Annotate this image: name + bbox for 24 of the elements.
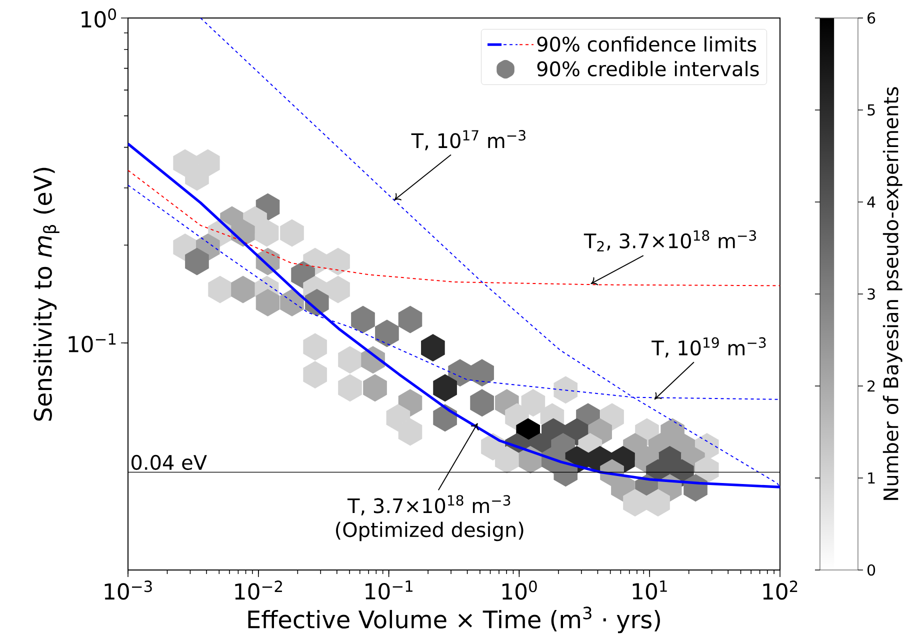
color-bar-label: 5 bbox=[868, 104, 875, 116]
x-tick-label: 10$^{−1}$ bbox=[366, 580, 412, 600]
annotation: T, 10$^{17}$ m$^{−3}$ bbox=[411, 130, 526, 150]
annotation: T, 3.7×10$^{18}$ m$^{−3}$ bbox=[347, 495, 510, 516]
legend-label: 90% confidence limits bbox=[537, 36, 756, 52]
annotation: T, 10$^{19}$ m$^{−3}$ bbox=[652, 337, 766, 358]
ref-line-label: 0.04 eV bbox=[132, 454, 207, 470]
color-bar-label: 6 bbox=[868, 12, 876, 24]
color-bar-label: 0 bbox=[867, 564, 876, 576]
annotation: (Optimized design) bbox=[336, 522, 524, 542]
x-axis-title: Effective Volume × Time (m$^{3}$ · yrs) bbox=[248, 606, 660, 634]
x-tick-label: 10$^{2}$ bbox=[763, 580, 798, 600]
x-tick-label: 10$^{0}$ bbox=[502, 580, 537, 600]
color-bar-title: Number of Bayesian pseudo-experiments bbox=[882, 87, 902, 500]
annotation: T$_{2}$, 3.7×10$^{18}$ m$^{−3}$ bbox=[584, 230, 756, 252]
x-tick-label: 10$^{1}$ bbox=[632, 580, 667, 600]
y-axis-title: Sensitivity to m$_{β}$ (eV) bbox=[33, 168, 60, 421]
color-bar-label: 4 bbox=[867, 196, 876, 208]
color-bar-label: 1 bbox=[868, 472, 875, 484]
color-bar-label: 2 bbox=[868, 380, 875, 392]
color-bar-label: 3 bbox=[868, 288, 875, 300]
x-tick-label: 10$^{−2}$ bbox=[235, 580, 282, 600]
legend-label: 90% credible intervals bbox=[537, 60, 759, 76]
x-tick-label: 10$^{−3}$ bbox=[104, 580, 152, 600]
